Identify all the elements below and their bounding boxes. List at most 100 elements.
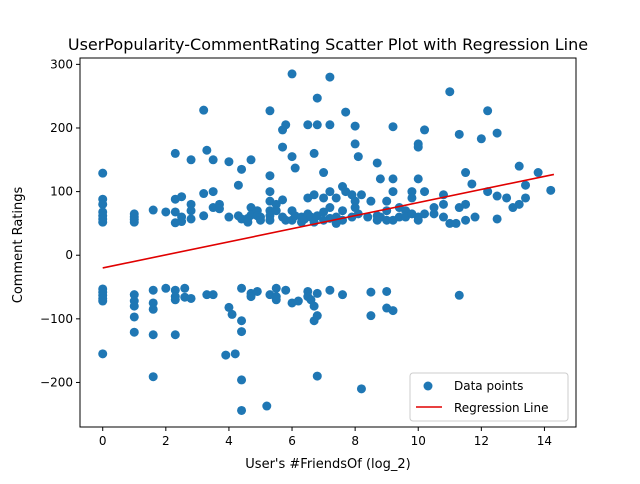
data-point <box>287 69 297 79</box>
data-point <box>429 209 439 219</box>
data-point <box>461 199 471 209</box>
data-point <box>325 187 335 197</box>
data-point <box>309 190 319 200</box>
data-point <box>394 212 404 222</box>
data-point <box>407 187 417 197</box>
data-point <box>98 296 108 306</box>
data-point <box>382 286 392 296</box>
data-point <box>170 330 180 340</box>
data-point <box>186 206 196 216</box>
legend-marker-points <box>423 381 433 391</box>
data-point <box>233 180 243 190</box>
x-tick-label: 0 <box>99 434 107 448</box>
y-tick-label: 0 <box>65 248 73 262</box>
data-point <box>413 142 423 152</box>
data-point <box>331 193 341 203</box>
data-point <box>237 283 247 293</box>
data-points-group <box>98 69 556 415</box>
data-point <box>363 212 373 222</box>
data-point <box>208 187 218 197</box>
data-point <box>312 120 322 130</box>
data-point <box>454 129 464 139</box>
data-point <box>325 72 335 82</box>
data-point <box>407 193 417 203</box>
data-point <box>202 145 212 155</box>
data-point <box>353 152 363 162</box>
y-tick-label: −100 <box>40 312 73 326</box>
legend-label-regression: Regression Line <box>454 401 548 415</box>
data-point <box>221 350 231 360</box>
data-point <box>546 185 556 195</box>
data-point <box>356 190 366 200</box>
data-point <box>278 195 288 205</box>
data-point <box>271 199 281 209</box>
data-point <box>521 193 531 203</box>
data-point <box>420 187 430 197</box>
data-point <box>451 218 461 228</box>
data-point <box>413 174 423 184</box>
data-point <box>319 207 329 217</box>
x-tick-label: 14 <box>537 434 552 448</box>
x-tick-label: 2 <box>162 434 170 448</box>
data-point <box>129 301 139 311</box>
data-point <box>148 330 158 340</box>
data-point <box>382 196 392 206</box>
plot-frame <box>79 57 577 428</box>
data-point <box>338 206 348 216</box>
data-point <box>281 285 291 295</box>
x-tick-label: 8 <box>351 434 359 448</box>
data-point <box>243 217 253 227</box>
data-point <box>186 199 196 209</box>
data-point <box>186 293 196 303</box>
data-point <box>180 283 190 293</box>
data-point <box>461 168 471 178</box>
data-point <box>237 327 247 337</box>
data-point <box>492 214 502 224</box>
data-point <box>177 217 187 227</box>
data-point <box>271 295 281 305</box>
data-point <box>413 215 423 225</box>
data-point <box>237 164 247 174</box>
x-tick-label: 10 <box>411 434 426 448</box>
x-tick-label: 12 <box>474 434 489 448</box>
x-tick-label: 4 <box>225 434 233 448</box>
data-point <box>350 121 360 131</box>
data-point <box>98 168 108 178</box>
data-point <box>265 215 275 225</box>
data-point <box>483 106 493 116</box>
data-point <box>271 206 281 216</box>
data-point <box>492 128 502 138</box>
data-point <box>382 215 392 225</box>
data-point <box>255 215 265 225</box>
y-tick-label: 100 <box>50 185 73 199</box>
data-point <box>319 168 329 178</box>
data-point <box>356 384 366 394</box>
data-point <box>148 205 158 215</box>
data-point <box>148 304 158 314</box>
y-tick-label: 300 <box>50 57 73 71</box>
data-point <box>224 302 234 312</box>
data-point <box>170 295 180 305</box>
data-point <box>341 107 351 117</box>
data-point <box>148 298 158 308</box>
data-point <box>438 199 448 209</box>
data-point <box>325 203 335 213</box>
data-point <box>129 217 139 227</box>
data-point <box>129 312 139 322</box>
data-point <box>208 290 218 300</box>
data-point <box>199 105 209 115</box>
data-point <box>98 217 108 227</box>
data-point <box>281 120 291 130</box>
data-point <box>454 290 464 300</box>
data-point <box>461 215 471 225</box>
data-point <box>186 155 196 165</box>
data-point <box>214 204 224 214</box>
data-point <box>309 148 319 158</box>
x-tick-label: 6 <box>288 434 296 448</box>
data-point <box>129 327 139 337</box>
data-point <box>237 375 247 385</box>
chart-title: UserPopularity-CommentRating Scatter Plo… <box>68 35 588 54</box>
data-point <box>224 212 234 222</box>
data-point <box>224 157 234 167</box>
data-point <box>325 120 335 130</box>
